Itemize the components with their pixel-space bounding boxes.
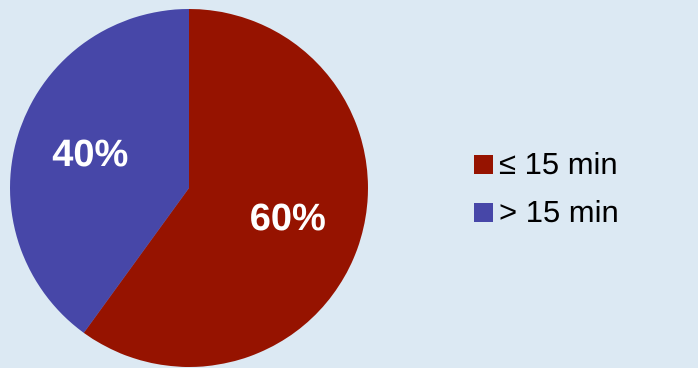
legend-swatch-gt-15-min	[474, 202, 493, 222]
pie-slice-le-15-min	[83, 9, 368, 367]
legend: ≤ 15 min > 15 min	[474, 140, 619, 236]
legend-item-le-15-min: ≤ 15 min	[474, 140, 619, 188]
pie-slice-gt-15-min	[10, 9, 189, 333]
legend-label-gt-15-min: > 15 min	[499, 194, 619, 229]
legend-item-gt-15-min: > 15 min	[474, 188, 619, 236]
legend-swatch-le-15-min	[474, 154, 493, 174]
slice-label-gt-15-min: 40%	[52, 133, 128, 175]
legend-label-le-15-min: ≤ 15 min	[499, 146, 618, 181]
slice-label-le-15-min: 60%	[250, 197, 326, 239]
